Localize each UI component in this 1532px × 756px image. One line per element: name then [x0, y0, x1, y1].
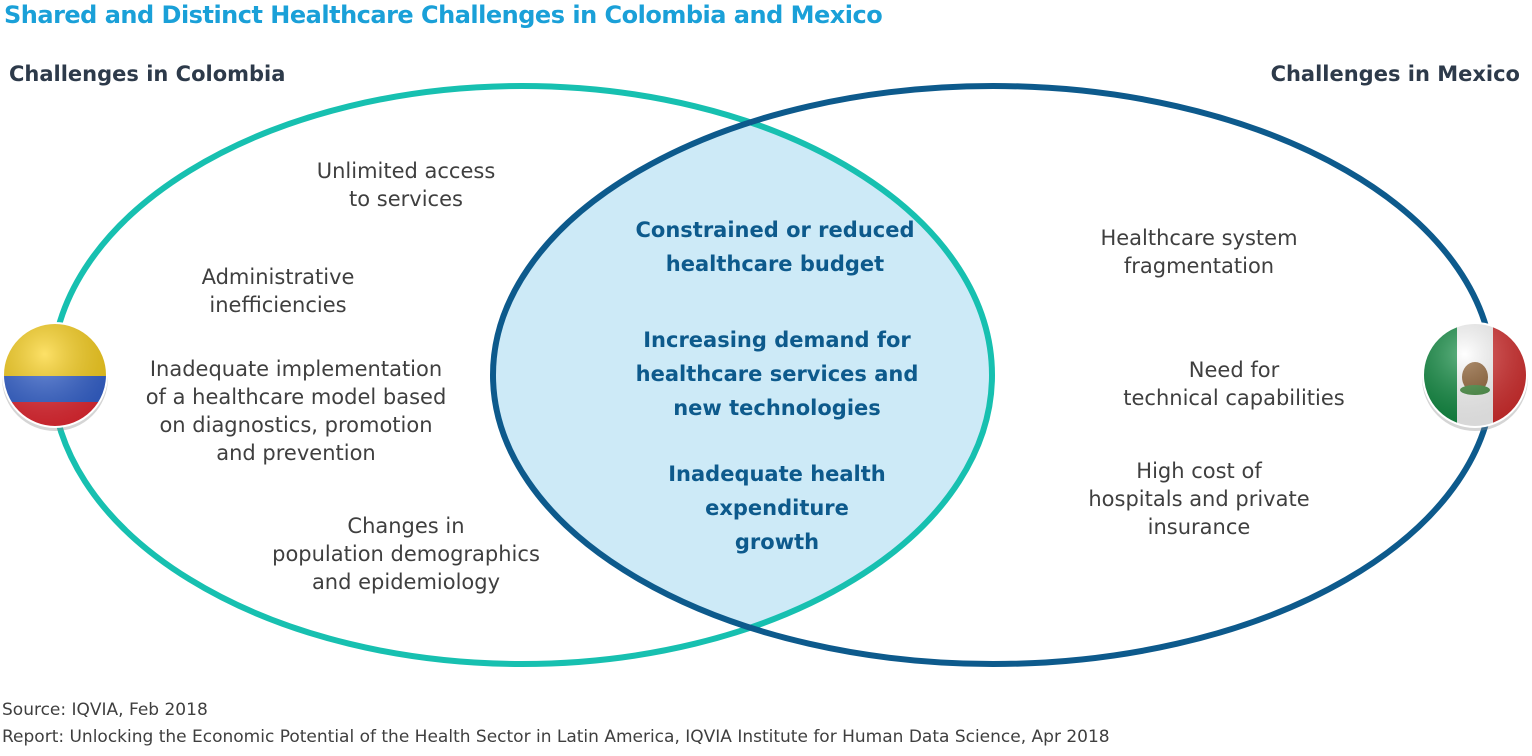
shared-item: Increasing demand for healthcare service… [635, 328, 919, 420]
mexico-heading: Challenges in Mexico [1270, 62, 1520, 86]
colombia-heading: Challenges in Colombia [9, 62, 286, 86]
shared-item: Constrained or reduced healthcare budget [635, 218, 915, 276]
colombia-flag-icon [2, 322, 108, 431]
mexico-item: Need for technical capabilities [1123, 358, 1345, 410]
colombia-item: Unlimited access to services [316, 159, 496, 211]
page-title: Shared and Distinct Healthcare Challenge… [4, 1, 883, 29]
mexico-item: Healthcare system fragmentation [1100, 226, 1298, 278]
intersection-area [493, 86, 992, 664]
report-note: Report: Unlocking the Economic Potential… [2, 727, 1110, 747]
colombia-item: Changes in population demographics and e… [272, 514, 540, 594]
mexico-item: High cost of hospitals and private insur… [1088, 459, 1310, 539]
mexico-flag-icon [1422, 322, 1528, 431]
colombia-item: Inadequate implementation of a healthcar… [145, 357, 447, 465]
shared-item: Inadequate health expenditure growth [668, 462, 886, 554]
colombia-item: Administrative inefficiencies [201, 265, 355, 317]
source-note: Source: IQVIA, Feb 2018 [2, 700, 208, 720]
